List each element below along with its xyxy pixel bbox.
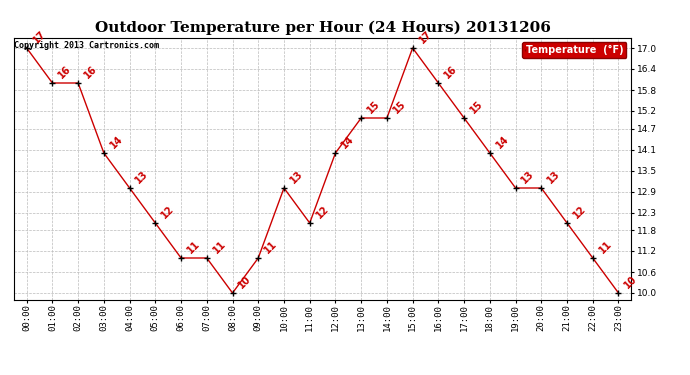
Text: 14: 14 (339, 134, 356, 150)
Text: 12: 12 (314, 204, 331, 220)
Text: 11: 11 (597, 238, 613, 255)
Legend: Temperature  (°F): Temperature (°F) (522, 42, 627, 58)
Text: 11: 11 (185, 238, 202, 255)
Text: 11: 11 (211, 238, 228, 255)
Text: 16: 16 (442, 64, 459, 80)
Text: Copyright 2013 Cartronics.com: Copyright 2013 Cartronics.com (14, 42, 159, 51)
Text: 17: 17 (417, 28, 433, 45)
Text: 12: 12 (159, 204, 176, 220)
Text: 14: 14 (494, 134, 511, 150)
Title: Outdoor Temperature per Hour (24 Hours) 20131206: Outdoor Temperature per Hour (24 Hours) … (95, 21, 551, 35)
Text: 10: 10 (237, 274, 253, 290)
Text: 16: 16 (82, 64, 99, 80)
Text: 15: 15 (469, 99, 485, 115)
Text: 13: 13 (546, 169, 562, 185)
Text: 16: 16 (57, 64, 73, 80)
Text: 13: 13 (520, 169, 536, 185)
Text: 17: 17 (31, 28, 48, 45)
Text: 11: 11 (262, 238, 279, 255)
Text: 13: 13 (134, 169, 150, 185)
Text: 15: 15 (365, 99, 382, 115)
Text: 13: 13 (288, 169, 305, 185)
Text: 15: 15 (391, 99, 408, 115)
Text: 14: 14 (108, 134, 125, 150)
Text: 12: 12 (571, 204, 588, 220)
Text: 10: 10 (622, 274, 639, 290)
